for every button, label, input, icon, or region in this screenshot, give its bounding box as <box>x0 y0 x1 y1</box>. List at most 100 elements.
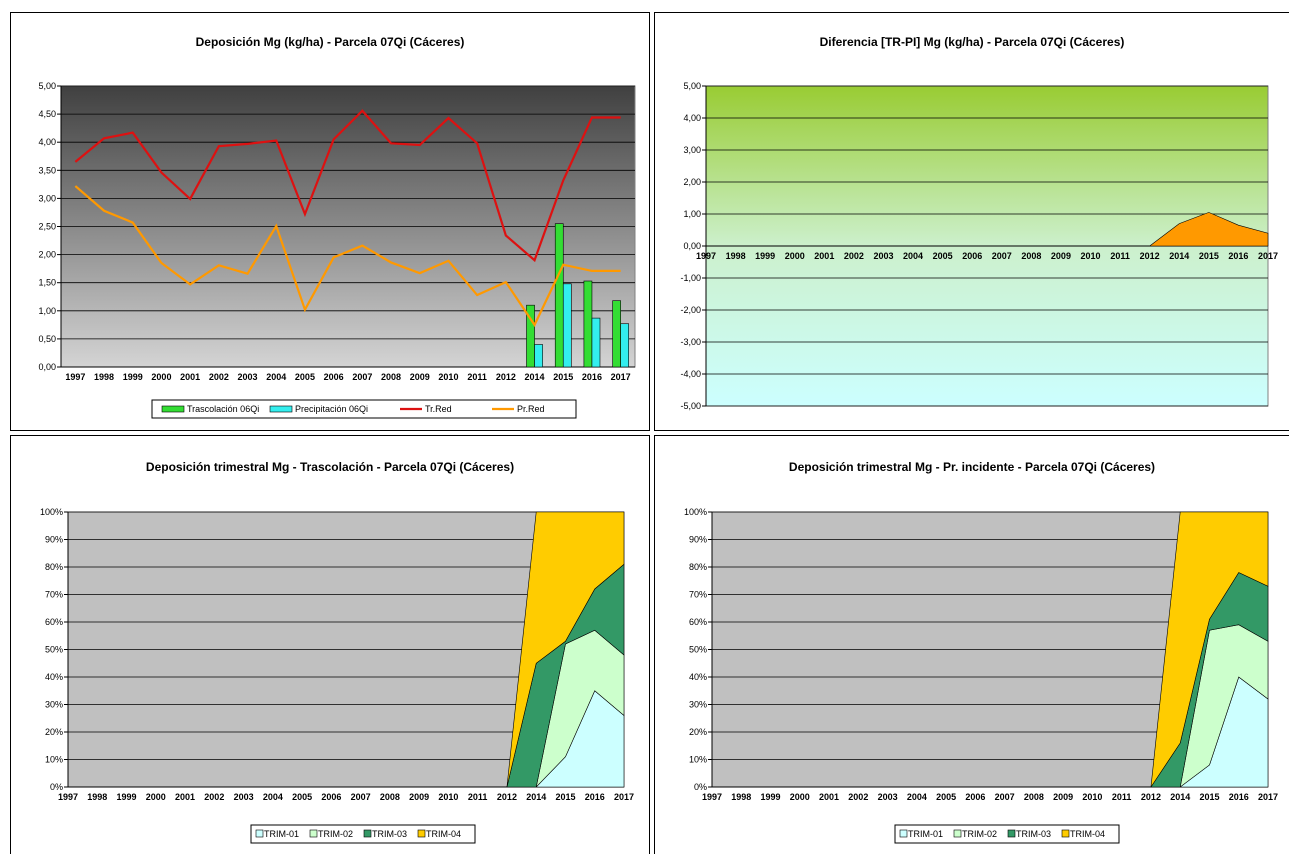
x-tick-label: 2001 <box>814 251 834 261</box>
x-tick-label: 2007 <box>992 251 1012 261</box>
x-tick-label: 2017 <box>611 372 631 382</box>
x-tick-label: 2015 <box>553 372 573 382</box>
x-tick-label: 2009 <box>1051 251 1071 261</box>
x-tick-label: 2015 <box>1199 251 1219 261</box>
chart-panel-difference: Diferencia [TR-PI] Mg (kg/ha) - Parcela … <box>654 12 1289 431</box>
x-tick-label: 2002 <box>204 792 224 802</box>
x-tick-label: 1999 <box>123 372 143 382</box>
y-tick-label: 100% <box>40 507 63 517</box>
stacked-area <box>506 511 625 788</box>
y-tick-label: 80% <box>45 562 63 572</box>
legend-swatch <box>953 829 962 838</box>
x-tick-label: 2015 <box>555 792 575 802</box>
x-tick-label: 2008 <box>381 372 401 382</box>
y-tick-label: 100% <box>684 507 707 517</box>
bar <box>591 317 601 368</box>
y-tick-label: -5,00 <box>680 401 701 411</box>
stacked-area <box>1150 511 1269 788</box>
bar <box>526 304 535 368</box>
chart-title: Deposición trimestral Mg - Trascolación … <box>146 460 514 474</box>
y-tick-label: 80% <box>689 562 707 572</box>
difference-chart: Diferencia [TR-PI] Mg (kg/ha) - Parcela … <box>680 35 1278 411</box>
x-tick-label: 2016 <box>1228 251 1248 261</box>
x-tick-label: 2016 <box>585 792 605 802</box>
x-tick-label: 1998 <box>726 251 746 261</box>
quarterly-precipitation-chart: Deposición trimestral Mg - Pr. incidente… <box>684 460 1278 844</box>
y-tick-label: 2,00 <box>683 177 701 187</box>
deposition-chart: Deposición Mg (kg/ha) - Parcela 07Qi (Cá… <box>38 35 636 419</box>
x-tick-label: 2009 <box>1053 792 1073 802</box>
x-tick-label: 2017 <box>1258 792 1278 802</box>
x-tick-label: 2000 <box>790 792 810 802</box>
x-tick-label: 2004 <box>907 792 927 802</box>
y-tick-label: 4,00 <box>38 137 56 147</box>
x-tick-label: 2001 <box>819 792 839 802</box>
x-tick-label: 2007 <box>352 372 372 382</box>
x-tick-label: 2012 <box>497 792 517 802</box>
x-tick-label: 1998 <box>731 792 751 802</box>
legend-swatch <box>269 405 293 413</box>
x-tick-label: 2002 <box>209 372 229 382</box>
y-tick-label: 3,00 <box>683 145 701 155</box>
x-tick-label: 2009 <box>410 372 430 382</box>
x-tick-label: 2010 <box>1082 792 1102 802</box>
x-tick-label: 1998 <box>87 792 107 802</box>
x-tick-label: 2012 <box>1140 251 1160 261</box>
chart-title: Deposición trimestral Mg - Pr. incidente… <box>789 460 1155 474</box>
legend-swatch <box>417 829 426 838</box>
y-tick-label: 40% <box>689 672 707 682</box>
x-tick-label: 2005 <box>292 792 312 802</box>
x-tick-label: 2012 <box>1141 792 1161 802</box>
legend-swatch <box>309 829 318 838</box>
x-tick-label: 2001 <box>180 372 200 382</box>
x-tick-label: 1997 <box>696 251 716 261</box>
y-tick-label: 90% <box>689 535 707 545</box>
x-tick-label: 2005 <box>295 372 315 382</box>
y-tick-label: 90% <box>45 535 63 545</box>
y-tick-label: 1,50 <box>38 278 56 288</box>
y-tick-label: 0,00 <box>38 362 56 372</box>
x-tick-label: 2000 <box>151 372 171 382</box>
x-tick-label: 2014 <box>1170 792 1190 802</box>
bar <box>620 323 629 368</box>
legend <box>151 399 577 419</box>
x-tick-label: 2015 <box>1199 792 1219 802</box>
legend-label: TRIM-01 <box>908 829 943 839</box>
legend-label: Tr.Red <box>425 404 452 414</box>
y-tick-label: -1,00 <box>680 273 701 283</box>
y-tick-label: 4,50 <box>38 109 56 119</box>
y-tick-label: -4,00 <box>680 369 701 379</box>
y-tick-label: 30% <box>689 700 707 710</box>
y-tick-label: 70% <box>45 590 63 600</box>
legend-swatch <box>255 829 264 838</box>
x-tick-label: 1999 <box>117 792 137 802</box>
x-tick-label: 2002 <box>844 251 864 261</box>
y-tick-label: 1,00 <box>38 306 56 316</box>
bar <box>583 280 593 368</box>
series-line <box>74 185 621 328</box>
y-tick-label: 3,50 <box>38 165 56 175</box>
x-tick-label: 2003 <box>238 372 258 382</box>
x-tick-label: 2007 <box>351 792 371 802</box>
y-tick-label: 5,00 <box>683 81 701 91</box>
x-tick-label: 2005 <box>936 792 956 802</box>
x-tick-label: 2016 <box>1229 792 1249 802</box>
x-tick-label: 1998 <box>94 372 114 382</box>
x-tick-label: 2000 <box>785 251 805 261</box>
x-tick-label: 2004 <box>266 372 286 382</box>
y-tick-label: 0% <box>50 782 63 792</box>
x-tick-label: 2005 <box>933 251 953 261</box>
x-tick-label: 1997 <box>58 792 78 802</box>
legend <box>250 824 476 844</box>
y-tick-label: 0% <box>694 782 707 792</box>
y-tick-label: 0,00 <box>683 241 701 251</box>
x-tick-label: 2016 <box>582 372 602 382</box>
legend-label: TRIM-02 <box>962 829 997 839</box>
y-tick-label: 50% <box>45 645 63 655</box>
x-tick-label: 1997 <box>702 792 722 802</box>
legend-label: TRIM-03 <box>372 829 407 839</box>
legend-label: Pr.Red <box>517 404 545 414</box>
y-tick-label: -2,00 <box>680 305 701 315</box>
x-tick-label: 2006 <box>965 792 985 802</box>
